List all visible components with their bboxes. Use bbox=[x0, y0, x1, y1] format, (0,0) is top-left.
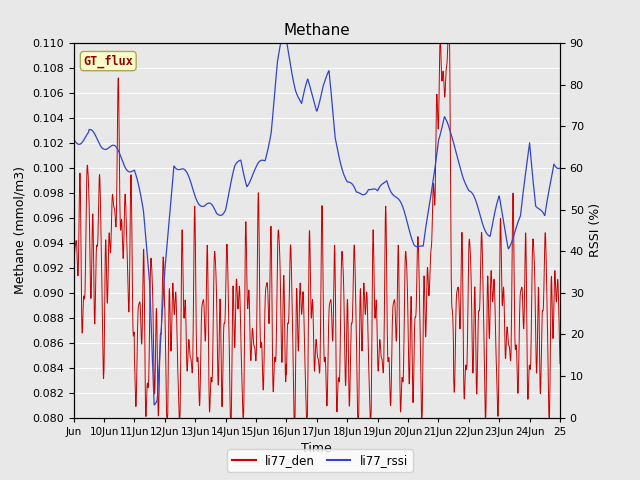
Title: Methane: Methane bbox=[284, 23, 350, 38]
li77_rssi bbox=[277, 40, 285, 46]
li77_den bbox=[95, 212, 102, 218]
Text: GT_flux: GT_flux bbox=[83, 54, 133, 68]
li77_den bbox=[70, 290, 77, 296]
Line: li77_rssi: li77_rssi bbox=[74, 43, 560, 405]
li77_den bbox=[453, 288, 461, 294]
Legend: li77_den, li77_rssi: li77_den, li77_rssi bbox=[227, 449, 413, 472]
X-axis label: Time: Time bbox=[301, 442, 332, 455]
li77_rssi bbox=[556, 165, 564, 171]
li77_rssi bbox=[294, 93, 301, 99]
li77_den bbox=[543, 267, 550, 273]
li77_rssi bbox=[95, 139, 102, 144]
li77_rssi bbox=[453, 154, 461, 159]
li77_den bbox=[163, 415, 171, 420]
li77_rssi bbox=[70, 136, 77, 142]
li77_den bbox=[436, 40, 444, 46]
Y-axis label: RSSI (%): RSSI (%) bbox=[589, 204, 602, 257]
li77_den bbox=[556, 361, 564, 367]
Y-axis label: Methane (mmol/m3): Methane (mmol/m3) bbox=[13, 167, 26, 294]
li77_den bbox=[307, 270, 314, 276]
Line: li77_den: li77_den bbox=[74, 43, 560, 418]
li77_rssi bbox=[543, 203, 550, 208]
li77_rssi bbox=[542, 204, 550, 210]
li77_den bbox=[542, 254, 550, 260]
li77_den bbox=[294, 313, 301, 319]
li77_rssi bbox=[307, 86, 314, 92]
li77_rssi bbox=[150, 402, 158, 408]
